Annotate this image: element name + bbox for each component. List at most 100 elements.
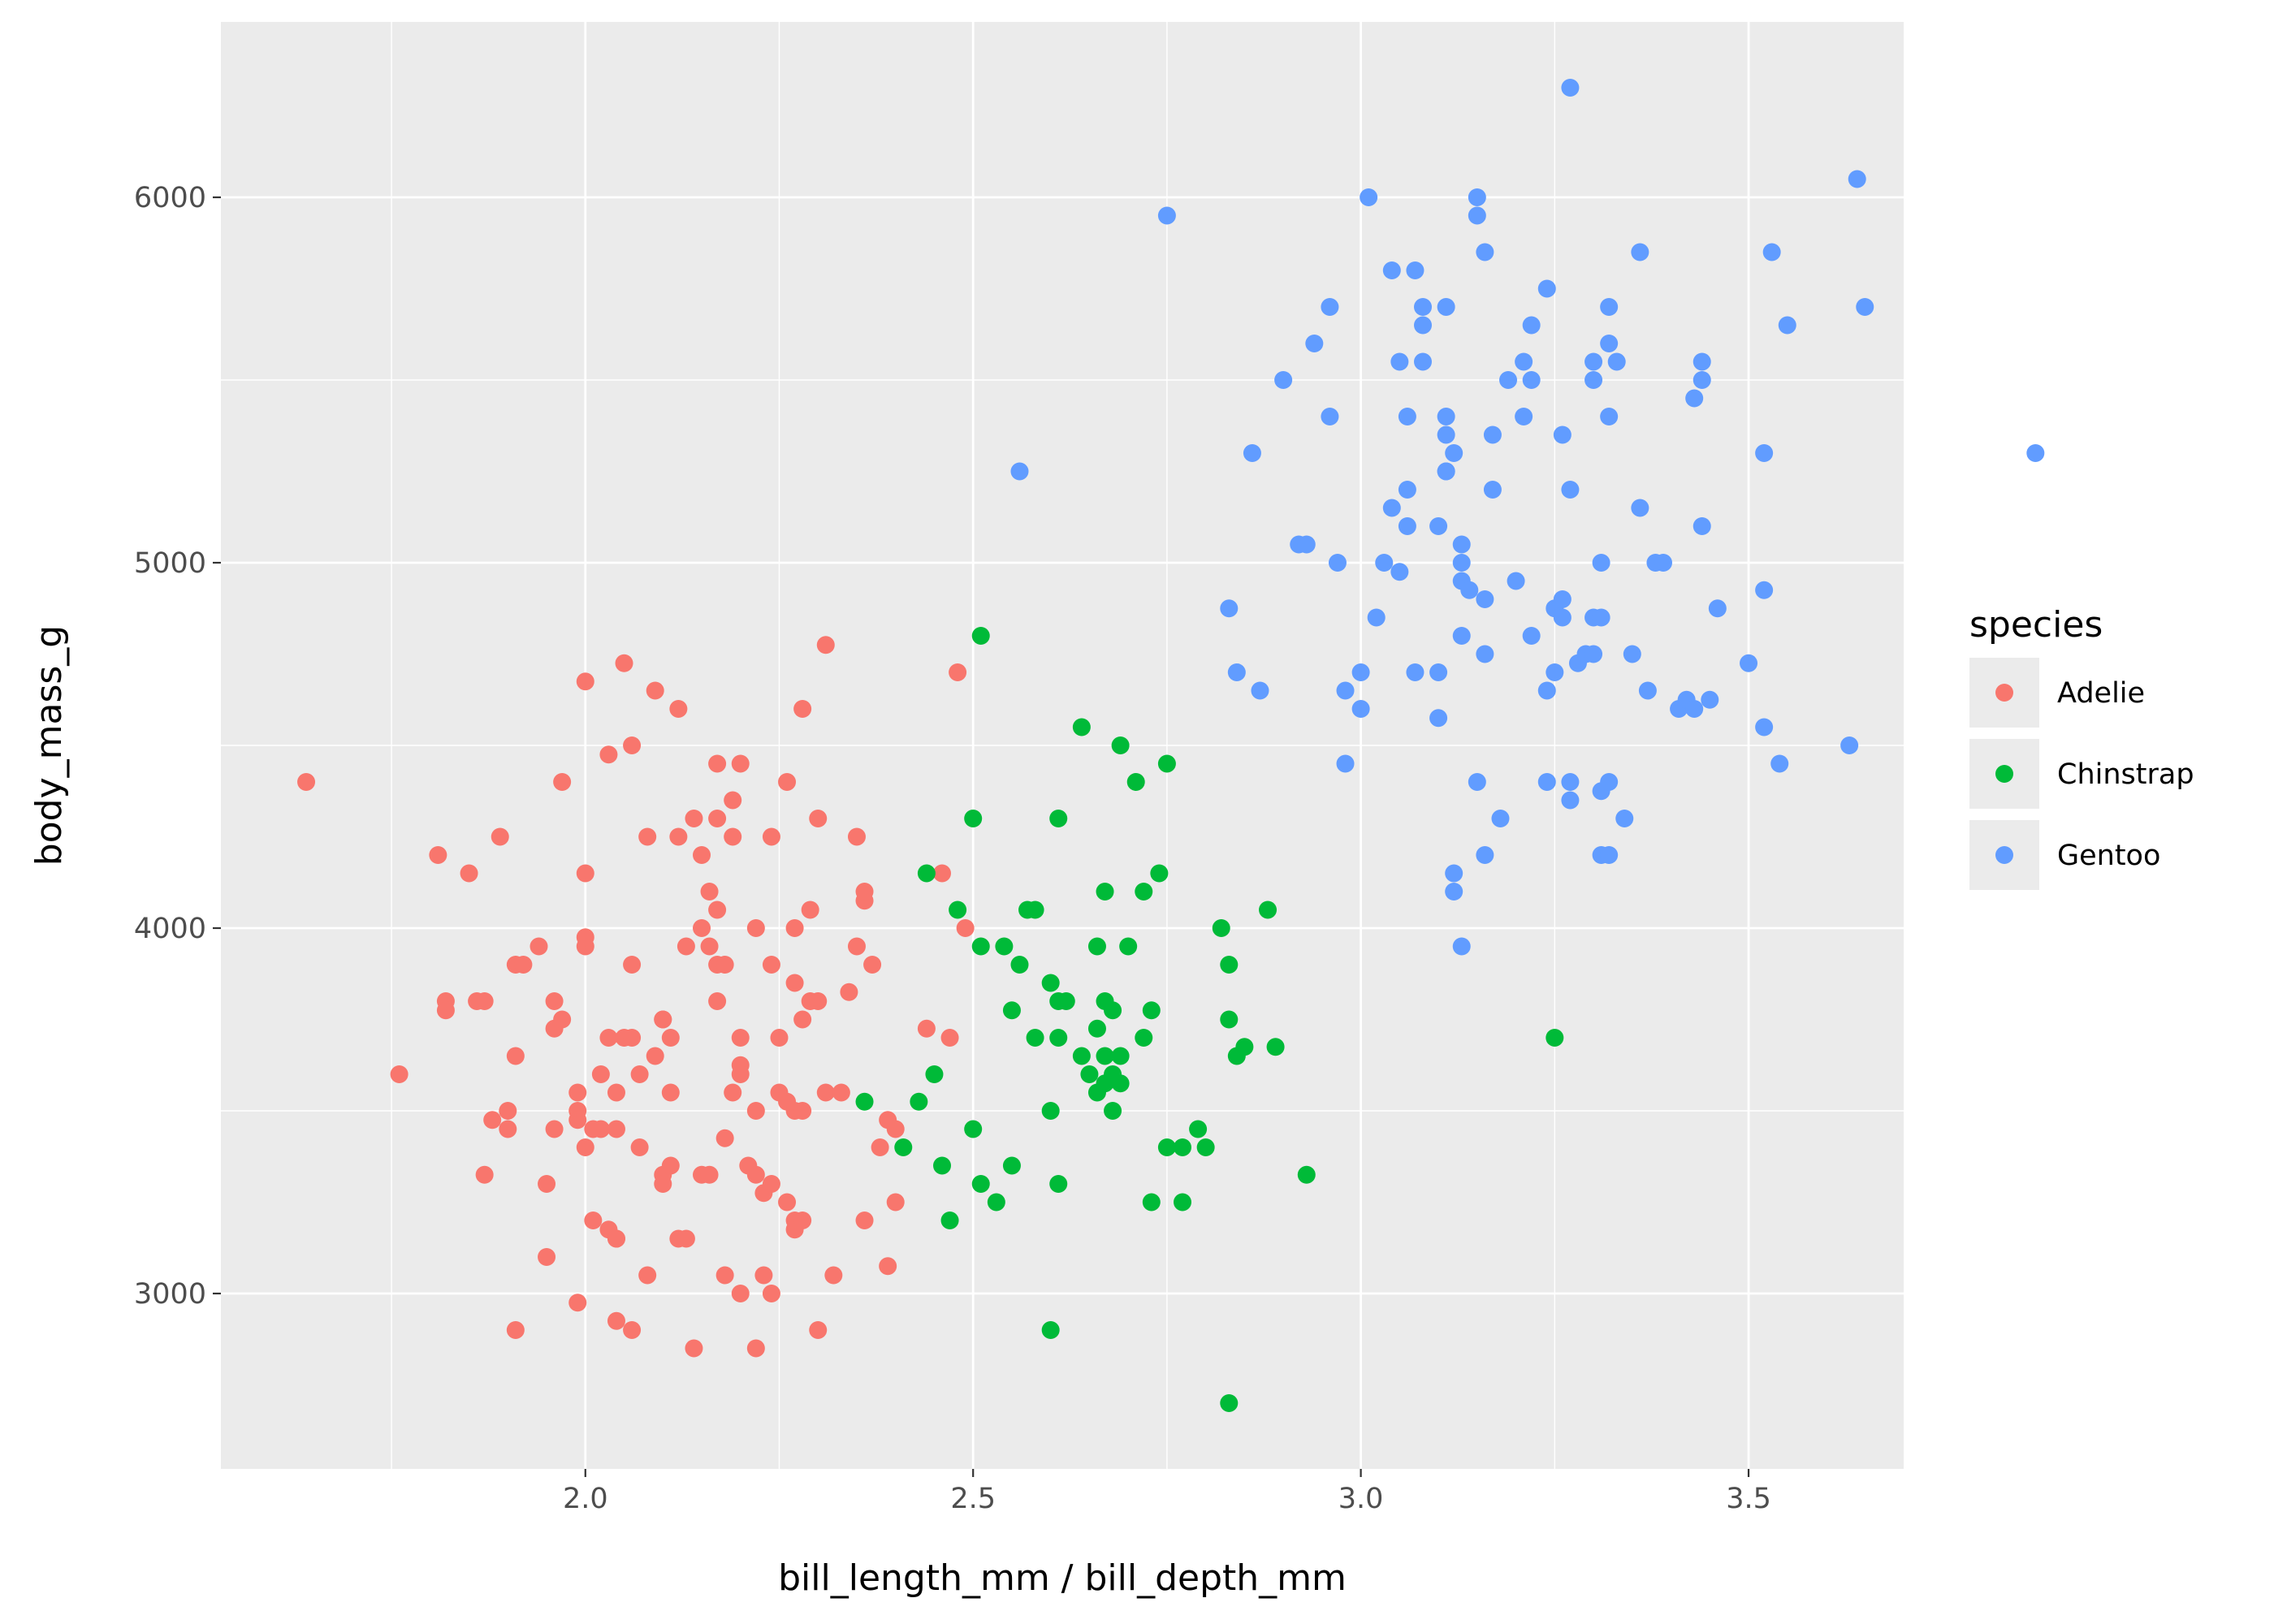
point-adelie bbox=[646, 1047, 664, 1065]
point-adelie bbox=[855, 883, 874, 901]
point-adelie bbox=[491, 827, 509, 846]
point-chinstrap bbox=[1135, 1029, 1153, 1047]
point-chinstrap bbox=[1150, 864, 1169, 883]
point-gentoo bbox=[1615, 810, 1634, 827]
point-adelie bbox=[940, 1029, 959, 1047]
y-tick-label: 5000 bbox=[134, 547, 206, 580]
point-chinstrap bbox=[1196, 1138, 1215, 1156]
point-adelie bbox=[530, 937, 548, 956]
point-adelie bbox=[483, 1111, 502, 1129]
x-tick-label: 3.5 bbox=[1726, 1483, 1771, 1515]
point-adelie bbox=[654, 1175, 672, 1193]
point-gentoo bbox=[1414, 316, 1432, 335]
point-chinstrap bbox=[1235, 1038, 1254, 1056]
legend: species Adelie Chinstrap Gentoo bbox=[1969, 604, 2194, 890]
point-gentoo bbox=[1406, 261, 1424, 279]
point-gentoo bbox=[2026, 444, 2045, 462]
point-adelie bbox=[677, 1229, 695, 1248]
point-adelie bbox=[475, 992, 494, 1010]
point-gentoo bbox=[1321, 408, 1339, 425]
point-gentoo bbox=[1693, 371, 1711, 389]
point-gentoo bbox=[1437, 408, 1455, 425]
point-gentoo bbox=[1685, 389, 1704, 408]
point-adelie bbox=[568, 1111, 587, 1129]
point-gentoo bbox=[1468, 773, 1486, 791]
point-adelie bbox=[762, 956, 780, 974]
point-gentoo bbox=[1328, 554, 1347, 572]
point-adelie bbox=[599, 1029, 618, 1047]
point-gentoo bbox=[1685, 700, 1704, 718]
point-adelie bbox=[538, 1248, 556, 1266]
point-chinstrap bbox=[1041, 1102, 1060, 1120]
point-adelie bbox=[793, 700, 812, 718]
point-gentoo bbox=[1297, 535, 1316, 554]
point-gentoo bbox=[1623, 645, 1641, 663]
y-axis-title: body_mass_g bbox=[28, 625, 70, 866]
point-chinstrap bbox=[1049, 1175, 1068, 1193]
point-chinstrap bbox=[1049, 810, 1068, 827]
y-tick-label: 3000 bbox=[134, 1278, 206, 1311]
point-gentoo bbox=[1546, 663, 1564, 681]
point-gentoo bbox=[1856, 298, 1874, 316]
point-gentoo bbox=[1390, 352, 1409, 371]
point-adelie bbox=[576, 864, 594, 883]
point-chinstrap bbox=[964, 810, 983, 827]
point-adelie bbox=[793, 1010, 812, 1029]
point-adelie bbox=[746, 1339, 765, 1358]
point-adelie bbox=[708, 992, 727, 1010]
point-adelie bbox=[816, 1083, 835, 1102]
point-gentoo bbox=[1740, 654, 1758, 672]
point-gentoo bbox=[1522, 316, 1541, 335]
point-adelie bbox=[669, 700, 688, 718]
point-gentoo bbox=[1515, 408, 1533, 425]
point-adelie bbox=[778, 773, 797, 791]
point-chinstrap bbox=[1002, 1001, 1021, 1020]
point-gentoo bbox=[1321, 298, 1339, 316]
point-adelie bbox=[832, 1083, 850, 1102]
point-gentoo bbox=[1445, 864, 1463, 883]
point-adelie bbox=[809, 810, 828, 827]
point-adelie bbox=[778, 1193, 797, 1212]
legend-label-adelie: Adelie bbox=[2057, 677, 2145, 710]
point-adelie bbox=[646, 681, 664, 700]
point-chinstrap bbox=[1212, 919, 1230, 937]
point-chinstrap bbox=[1104, 1102, 1122, 1120]
point-chinstrap bbox=[894, 1138, 913, 1156]
point-gentoo bbox=[1468, 188, 1486, 206]
point-adelie bbox=[847, 827, 866, 846]
legend-title: species bbox=[1969, 604, 2103, 646]
point-gentoo bbox=[1274, 371, 1293, 389]
point-adelie bbox=[700, 937, 719, 956]
point-adelie bbox=[762, 1175, 780, 1193]
point-chinstrap bbox=[1546, 1029, 1564, 1047]
point-adelie bbox=[623, 956, 642, 974]
point-gentoo bbox=[1600, 846, 1619, 864]
point-adelie bbox=[661, 1029, 680, 1047]
point-adelie bbox=[793, 1102, 812, 1120]
point-gentoo bbox=[1476, 645, 1494, 663]
point-adelie bbox=[685, 810, 703, 827]
point-adelie bbox=[871, 1138, 889, 1156]
point-adelie bbox=[746, 1102, 765, 1120]
point-adelie bbox=[654, 1010, 672, 1029]
point-chinstrap bbox=[1026, 901, 1044, 919]
major-gridlines bbox=[221, 22, 1904, 1469]
point-chinstrap bbox=[1026, 1029, 1044, 1047]
point-adelie bbox=[824, 1266, 843, 1285]
point-chinstrap bbox=[1220, 956, 1239, 974]
point-chinstrap bbox=[1142, 1193, 1161, 1212]
point-adelie bbox=[840, 983, 858, 1001]
point-adelie bbox=[724, 827, 742, 846]
point-adelie bbox=[708, 754, 727, 773]
point-gentoo bbox=[1445, 883, 1463, 901]
y-tick-label: 4000 bbox=[134, 913, 206, 945]
legend-label-gentoo: Gentoo bbox=[2057, 840, 2160, 872]
point-adelie bbox=[460, 864, 478, 883]
point-adelie bbox=[584, 1212, 603, 1229]
point-gentoo bbox=[1553, 608, 1571, 627]
point-gentoo bbox=[1762, 243, 1781, 261]
point-chinstrap bbox=[1087, 937, 1106, 956]
point-adelie bbox=[661, 1156, 680, 1175]
point-adelie bbox=[436, 1001, 455, 1020]
point-adelie bbox=[731, 1065, 750, 1083]
